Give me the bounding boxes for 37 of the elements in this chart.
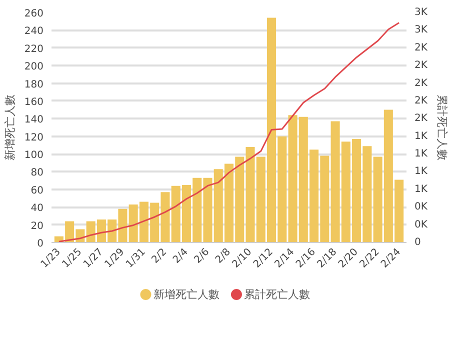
y-tick-label: 40 (30, 203, 44, 214)
y2-axis-title: 累計死亡人數 (435, 94, 448, 160)
y-tick-label: 60 (30, 185, 44, 196)
y-tick-label: 100 (24, 150, 44, 162)
y2-tick-label: 1K (414, 166, 428, 178)
y-tick-label: 140 (24, 114, 44, 126)
y2-tick-label: 0K (414, 202, 428, 213)
y-tick-label: 20 (30, 220, 44, 232)
x-tick-label: 2/8 (214, 246, 233, 266)
x-tick-label: 2/4 (171, 246, 190, 266)
y-tick-label: 0 (37, 238, 44, 250)
legend-label: 新增死亡人數 (153, 288, 220, 301)
y-tick-label: 80 (30, 168, 44, 179)
y2-tick-label: 0K (414, 219, 428, 230)
y-tick-label: 220 (24, 44, 44, 55)
y2-tick-label: 2K (414, 78, 428, 89)
y-tick-label: 160 (24, 96, 44, 108)
y2-tick-label: 1K (414, 184, 428, 195)
y-tick-label: 200 (24, 62, 44, 73)
x-tick-label: 2/6 (192, 246, 212, 266)
y2-tick-label: 2K (414, 60, 428, 72)
y2-tick-label: 1K (414, 148, 428, 160)
y-tick-label: 260 (24, 8, 44, 20)
y2-tick-label: 3K (414, 24, 428, 36)
y2-tick-label: 2K (414, 42, 428, 54)
y2-tick-label: 0 (414, 237, 421, 248)
line-series (58, 22, 400, 242)
y-tick-label: 120 (24, 132, 44, 144)
x-tick-label: 2/2 (150, 246, 170, 266)
y2-tick-label: 2K (414, 95, 428, 106)
y2-tick-label: 2K (414, 113, 428, 124)
y-axis-title: 新增死亡人數 (3, 94, 16, 160)
y-tick-label: 180 (24, 79, 44, 90)
y2-tick-label: 1K (414, 130, 428, 142)
legend-label: 累計死亡人數 (244, 288, 310, 301)
y-tick-label: 240 (24, 26, 44, 38)
y2-tick-label: 3K (414, 7, 428, 18)
